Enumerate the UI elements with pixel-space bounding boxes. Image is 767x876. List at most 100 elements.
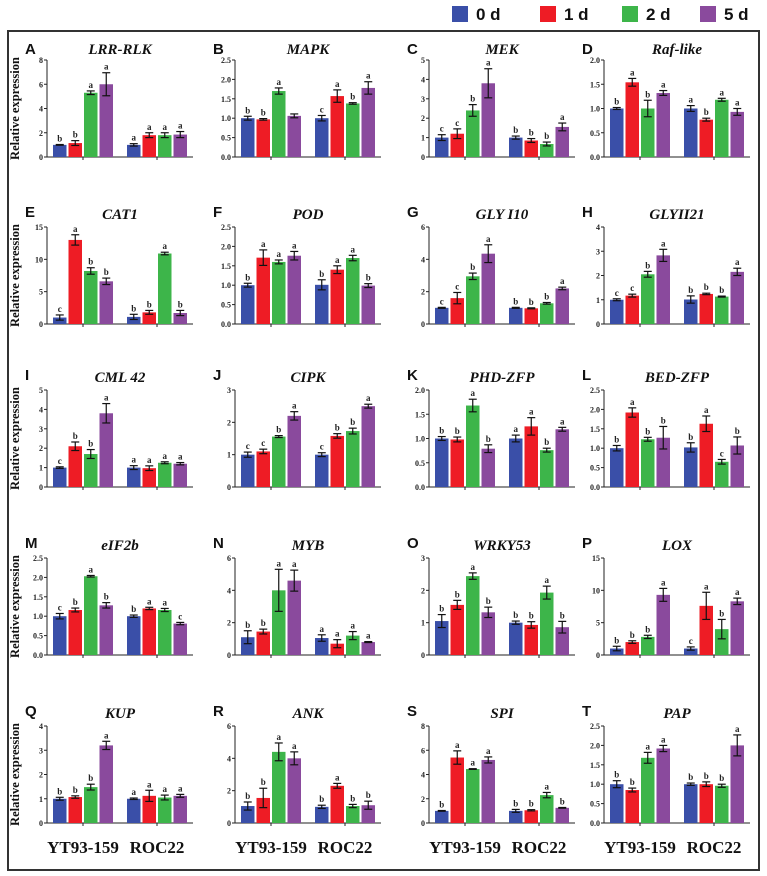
bar-5d-yt93-159 bbox=[99, 745, 113, 823]
bar-2d-yt93-159 bbox=[84, 270, 98, 324]
bar-0d-yt93-159 bbox=[53, 616, 67, 655]
y-tick-label: 2.0 bbox=[590, 405, 600, 414]
y-tick-label: 2 bbox=[39, 129, 43, 138]
significance-letter: c bbox=[455, 281, 459, 291]
bar-5d-roc22 bbox=[361, 87, 375, 157]
y-tick-label: 10 bbox=[35, 255, 43, 264]
y-tick-label: 0 bbox=[39, 320, 43, 329]
significance-letter: b bbox=[719, 773, 724, 783]
y-tick-label: 15 bbox=[35, 223, 43, 232]
significance-letter: a bbox=[335, 772, 340, 782]
significance-letter: b bbox=[350, 417, 355, 427]
bar-2d-yt93-159 bbox=[272, 751, 286, 823]
significance-letter: b bbox=[614, 770, 619, 780]
legend-swatch bbox=[700, 6, 716, 22]
bar-0d-yt93-159 bbox=[53, 798, 67, 823]
y-tick-label: 6 bbox=[421, 746, 425, 755]
significance-letter: a bbox=[104, 730, 109, 740]
significance-letter: a bbox=[277, 249, 282, 259]
significance-letter: a bbox=[277, 558, 282, 568]
bar-5d-roc22 bbox=[361, 642, 375, 655]
bar-0d-roc22 bbox=[127, 798, 141, 823]
significance-letter: b bbox=[73, 130, 78, 140]
bar-0d-roc22 bbox=[315, 118, 329, 157]
significance-letter: b bbox=[661, 415, 666, 425]
significance-letter: a bbox=[163, 784, 168, 794]
bar-2d-yt93-159 bbox=[272, 436, 286, 487]
bar-0d-yt93-159 bbox=[241, 118, 255, 157]
significance-letter: a bbox=[292, 559, 297, 569]
significance-letter: c bbox=[689, 636, 693, 646]
significance-letter: a bbox=[163, 122, 168, 132]
bar-2d-yt93-159 bbox=[84, 787, 98, 823]
y-tick-label: 1.0 bbox=[590, 780, 600, 789]
panel-title: POD bbox=[293, 207, 324, 223]
bar-5d-yt93-159 bbox=[99, 84, 113, 157]
bar-0d-roc22 bbox=[684, 648, 698, 655]
significance-letter: b bbox=[513, 125, 518, 135]
significance-letter: b bbox=[529, 128, 534, 138]
bar-2d-yt93-159 bbox=[641, 108, 655, 157]
significance-letter: b bbox=[704, 282, 709, 292]
bar-1d-yt93-159 bbox=[625, 412, 639, 487]
significance-letter: a bbox=[661, 238, 666, 248]
bar-0d-yt93-159 bbox=[435, 137, 449, 157]
significance-letter: b bbox=[73, 597, 78, 607]
bar-5d-roc22 bbox=[173, 623, 187, 655]
bar-1d-roc22 bbox=[699, 293, 713, 324]
y-tick-label: 5 bbox=[421, 56, 425, 65]
bar-2d-yt93-159 bbox=[641, 636, 655, 655]
y-tick-label: 2 bbox=[227, 418, 231, 427]
significance-letter: a bbox=[689, 95, 694, 105]
bar-2d-yt93-159 bbox=[466, 405, 480, 487]
panel-title: MAPK bbox=[286, 42, 331, 58]
significance-letter: a bbox=[514, 424, 519, 434]
bar-1d-yt93-159 bbox=[68, 239, 82, 324]
y-tick-label: 15 bbox=[592, 554, 600, 563]
y-tick-label: 6 bbox=[421, 223, 425, 232]
significance-letter: b bbox=[513, 296, 518, 306]
y-tick-label: 1.5 bbox=[33, 593, 43, 602]
y-tick-label: 1.0 bbox=[33, 612, 43, 621]
y-tick-label: 4 bbox=[421, 255, 425, 264]
legend-swatch bbox=[540, 6, 556, 22]
y-tick-label: 2.0 bbox=[590, 56, 600, 65]
y-tick-label: 10 bbox=[592, 586, 600, 595]
bar-5d-roc22 bbox=[173, 795, 187, 823]
significance-letter: b bbox=[513, 610, 518, 620]
y-tick-label: 2 bbox=[421, 288, 425, 297]
y-tick-label: 5 bbox=[39, 386, 43, 395]
significance-letter: a bbox=[455, 740, 460, 750]
bar-0d-yt93-159 bbox=[610, 784, 624, 823]
significance-letter: a bbox=[560, 416, 565, 426]
bar-0d-yt93-159 bbox=[53, 317, 67, 324]
y-tick-label: 0 bbox=[596, 651, 600, 660]
significance-letter: a bbox=[292, 401, 297, 411]
legend-item: 2 d bbox=[622, 5, 671, 24]
bar-2d-roc22 bbox=[346, 806, 360, 823]
bar-2d-roc22 bbox=[346, 103, 360, 157]
bar-1d-roc22 bbox=[330, 435, 344, 487]
bar-5d-yt93-159 bbox=[481, 448, 495, 487]
legend-label: 2 d bbox=[646, 5, 671, 24]
significance-letter: c bbox=[720, 448, 724, 458]
y-tick-label: 3 bbox=[596, 247, 600, 256]
bar-1d-roc22 bbox=[699, 784, 713, 823]
significance-letter: b bbox=[245, 105, 250, 115]
y-tick-label: 4 bbox=[421, 75, 425, 84]
group-label: ROC22 bbox=[687, 838, 742, 857]
panel-l: L BED-ZFP 0.0 0.5 1.0 1.5 2.0 2.5 b a b b b a c b bbox=[582, 367, 750, 492]
bar-5d-yt93-159 bbox=[287, 415, 301, 487]
significance-letter: b bbox=[261, 108, 266, 118]
bar-2d-roc22 bbox=[346, 431, 360, 487]
panel-letter: T bbox=[582, 703, 591, 720]
significance-letter: a bbox=[471, 388, 476, 398]
significance-letter: c bbox=[58, 456, 62, 466]
bar-5d-yt93-159 bbox=[287, 580, 301, 655]
bar-2d-roc22 bbox=[715, 296, 729, 324]
